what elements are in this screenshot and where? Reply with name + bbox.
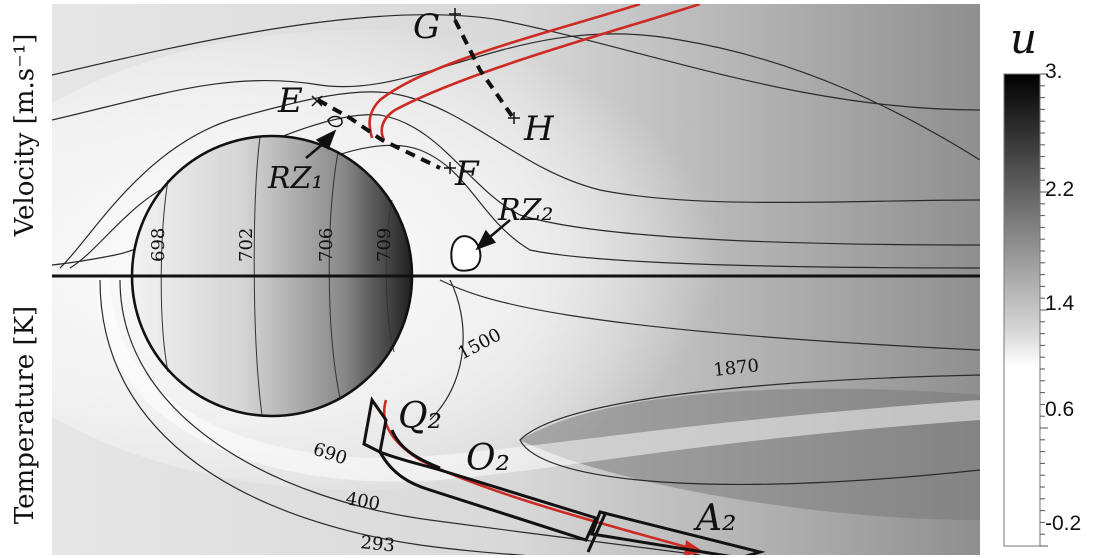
contour-label: 702 [236, 228, 257, 262]
point-label-h: H [523, 109, 555, 149]
contour-label: 709 [374, 228, 395, 262]
colorbar-minor-ticks [1040, 73, 1048, 547]
contour-label: 1870 [712, 355, 760, 381]
probe-lines [317, 19, 514, 170]
colorbar-tick-label: 1.4 [1045, 292, 1075, 315]
temperature-isotherms [99, 279, 980, 555]
colorbar-tick-label: 2.2 [1045, 178, 1075, 201]
annotation-arrows [305, 129, 511, 251]
recirculation-zone-2 [450, 235, 482, 272]
colorbar-tick-label: 0.6 [1045, 398, 1075, 421]
zone-label-a: A₂ [693, 498, 736, 539]
point-label-g: G [413, 7, 440, 47]
point-label-e: E [277, 81, 303, 121]
zone-label-o: O₂ [466, 438, 510, 479]
colorbar-title: u [1010, 14, 1038, 63]
contour-label: 698 [148, 228, 169, 262]
control-zone-outlines [362, 396, 766, 555]
upper-axis-label: Velocity [m.s⁻¹] [10, 33, 40, 237]
colorbar-tick-label: 3. [1045, 60, 1063, 83]
recirculation-zone-1 [327, 115, 343, 128]
field-background [52, 4, 980, 555]
point-label-f: F [454, 154, 480, 194]
contour-label: 706 [316, 228, 337, 262]
colorbar [1003, 73, 1041, 547]
colorbar-tick-label: -0.2 [1045, 512, 1082, 535]
zone-label-q: Q₂ [398, 396, 442, 437]
region-label-rz1: RZ₁ [267, 161, 323, 196]
lower-axis-label: Temperature [K] [10, 305, 40, 525]
velocity-contour-labels: 698 702 706 709 [148, 228, 395, 262]
contour-label: 293 [359, 532, 395, 556]
region-label-rz2: RZ₂ [497, 193, 553, 228]
probe-markers [311, 8, 520, 174]
